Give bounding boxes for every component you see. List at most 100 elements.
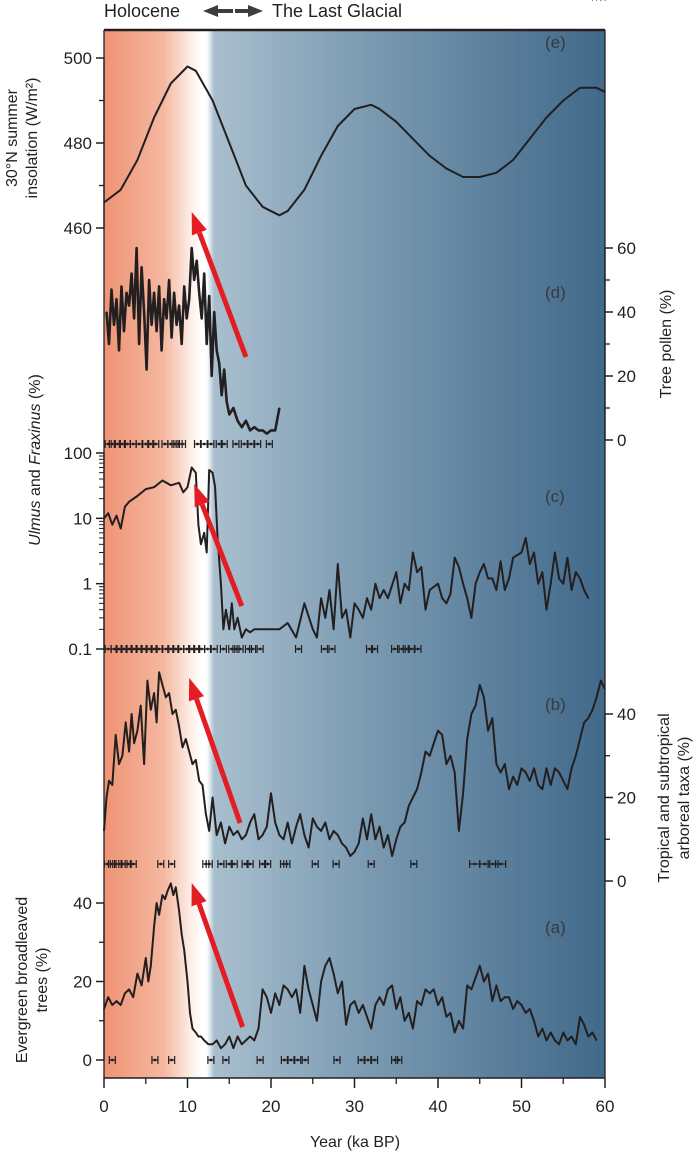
data-point-b (391, 855, 393, 857)
y-tick-label-a: 0 (83, 1051, 92, 1070)
data-point-b (395, 838, 397, 840)
age-control-point (125, 442, 129, 446)
data-point-a (299, 1012, 301, 1014)
data-point-b (308, 847, 310, 849)
data-point-b (379, 826, 381, 828)
data-point-d (115, 298, 118, 300)
data-point-c (404, 583, 406, 585)
data-point-d (232, 407, 234, 409)
panel-label-a: (a) (545, 918, 566, 937)
data-point-b (500, 771, 502, 774)
data-point-c (245, 628, 247, 630)
data-point-b (587, 717, 589, 719)
age-control-point (163, 442, 167, 446)
data-point-c (483, 563, 485, 565)
data-point-a (111, 1004, 113, 1006)
data-point-a (107, 996, 109, 998)
data-point-b (195, 759, 197, 761)
age-control-point (289, 1058, 293, 1062)
data-point-b (241, 838, 243, 840)
data-point-a (504, 996, 506, 998)
data-point-c (525, 537, 527, 539)
data-point-d (163, 298, 165, 300)
data-point-b (212, 796, 214, 799)
data-point-a (575, 1043, 577, 1045)
data-point-a (312, 1004, 314, 1006)
data-point-c (337, 563, 339, 565)
data-point-a (295, 988, 297, 991)
data-point-b (287, 821, 289, 824)
climate-background (104, 30, 605, 1078)
trend-arrow-head-icon (191, 212, 207, 236)
age-control-point (267, 442, 271, 446)
data-point-c (379, 597, 381, 599)
data-point-e (512, 159, 514, 161)
data-point-c (512, 557, 514, 559)
data-point-c (550, 583, 552, 585)
data-point-b (533, 767, 535, 769)
data-point-e (120, 189, 122, 191)
age-control-point (170, 1058, 174, 1062)
age-control-point (335, 1058, 339, 1062)
data-point-a (249, 1035, 251, 1038)
data-point-a (475, 977, 477, 979)
data-point-b (146, 680, 148, 682)
data-point-a (558, 1043, 560, 1045)
data-point-b (433, 742, 435, 744)
y-tick-label-b: 0 (617, 872, 626, 891)
data-point-a (374, 1004, 376, 1006)
data-point-d (206, 343, 208, 345)
data-point-d (151, 324, 153, 326)
data-point-d (274, 429, 276, 431)
trend-arrow-shaft (199, 503, 245, 607)
data-point-c (203, 532, 205, 534)
data-point-a (395, 1008, 397, 1010)
x-tick-label: 40 (429, 1097, 448, 1116)
age-control-point (117, 647, 121, 651)
data-point-e (495, 172, 497, 174)
data-point-a (197, 1035, 199, 1038)
age-control-point (330, 647, 334, 651)
data-point-c (583, 589, 585, 591)
data-point-c (383, 589, 385, 591)
data-point-a (562, 1031, 564, 1034)
data-point-b (131, 713, 133, 715)
data-point-a (183, 949, 185, 951)
data-point-d (120, 285, 123, 287)
data-point-d (105, 311, 108, 313)
data-point-b (462, 792, 464, 794)
data-point-d (213, 311, 215, 313)
data-point-b (458, 830, 460, 832)
ylabel-part-ulmus: Ulmus (27, 500, 44, 545)
data-point-a (220, 1047, 222, 1049)
data-point-d (191, 247, 193, 249)
data-point-b (353, 851, 356, 853)
data-point-b (416, 788, 418, 790)
data-point-a (512, 1008, 514, 1010)
data-point-c (186, 486, 189, 488)
data-point-a (571, 1035, 573, 1038)
data-point-c (200, 543, 202, 545)
data-point-a (150, 965, 152, 967)
data-point-b (516, 784, 518, 786)
data-point-b (228, 826, 230, 828)
data-point-e (228, 142, 230, 144)
data-point-b (262, 834, 264, 836)
data-point-a (308, 988, 310, 991)
data-point-a (566, 1039, 569, 1041)
data-point-e (186, 65, 189, 68)
trend-arrow-shaft (194, 697, 243, 824)
data-point-d (125, 292, 128, 294)
data-point-c (253, 628, 255, 630)
data-point-c (416, 571, 418, 573)
data-point-b (437, 730, 439, 732)
data-point-a (429, 992, 431, 994)
data-point-a (147, 980, 149, 983)
data-point-a (166, 890, 169, 892)
data-point-c (328, 589, 331, 591)
data-point-d (131, 273, 133, 275)
trend-arrow-head-icon (194, 484, 210, 508)
x-tick-label: 60 (596, 1097, 615, 1116)
age-control-point (195, 647, 199, 651)
data-point-c (579, 577, 581, 580)
